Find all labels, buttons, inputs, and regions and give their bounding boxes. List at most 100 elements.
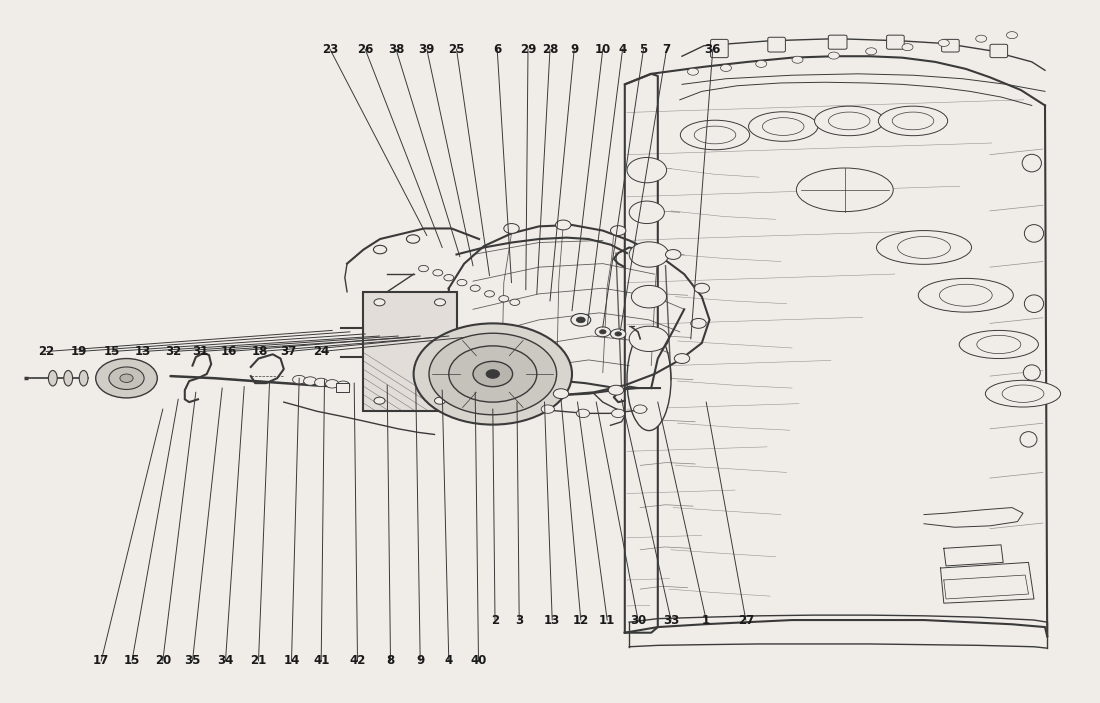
- Text: 25: 25: [449, 43, 464, 56]
- Circle shape: [499, 295, 508, 302]
- Ellipse shape: [79, 370, 88, 386]
- Circle shape: [674, 354, 690, 363]
- Ellipse shape: [1023, 365, 1041, 380]
- Text: 20: 20: [155, 654, 170, 667]
- Circle shape: [694, 283, 710, 293]
- Circle shape: [418, 265, 429, 271]
- Circle shape: [374, 397, 385, 404]
- Ellipse shape: [748, 112, 817, 141]
- Ellipse shape: [762, 117, 804, 136]
- Circle shape: [938, 39, 949, 46]
- Circle shape: [608, 385, 624, 395]
- Ellipse shape: [680, 120, 750, 150]
- Ellipse shape: [918, 278, 1013, 312]
- Circle shape: [792, 56, 803, 63]
- Circle shape: [610, 226, 626, 236]
- Circle shape: [500, 380, 516, 390]
- Text: 39: 39: [419, 43, 435, 56]
- Circle shape: [571, 314, 591, 326]
- Text: 5: 5: [639, 43, 648, 56]
- Text: 2: 2: [491, 614, 499, 626]
- Circle shape: [293, 375, 306, 384]
- Ellipse shape: [986, 380, 1060, 407]
- Circle shape: [473, 361, 513, 387]
- Ellipse shape: [877, 231, 971, 264]
- Circle shape: [337, 381, 350, 389]
- Circle shape: [407, 235, 420, 243]
- Text: 3: 3: [515, 614, 524, 626]
- Text: 38: 38: [388, 43, 404, 56]
- Circle shape: [610, 329, 626, 339]
- Bar: [363, 292, 456, 411]
- Circle shape: [631, 285, 667, 308]
- Text: 33: 33: [663, 614, 679, 626]
- Circle shape: [629, 326, 669, 352]
- FancyBboxPatch shape: [887, 35, 904, 49]
- Text: 8: 8: [386, 654, 395, 667]
- Circle shape: [688, 68, 698, 75]
- Circle shape: [541, 405, 554, 413]
- Text: 13: 13: [135, 345, 151, 358]
- Text: 41: 41: [314, 654, 329, 667]
- FancyBboxPatch shape: [711, 39, 728, 58]
- Circle shape: [595, 327, 610, 337]
- Circle shape: [471, 285, 481, 291]
- Circle shape: [600, 330, 606, 334]
- Circle shape: [326, 380, 339, 388]
- Ellipse shape: [878, 106, 947, 136]
- Text: 6: 6: [493, 43, 502, 56]
- Circle shape: [120, 374, 133, 382]
- Circle shape: [627, 157, 667, 183]
- Circle shape: [634, 405, 647, 413]
- Ellipse shape: [48, 370, 57, 386]
- Ellipse shape: [1002, 385, 1044, 402]
- Circle shape: [1006, 32, 1018, 39]
- FancyBboxPatch shape: [828, 35, 847, 49]
- Circle shape: [433, 269, 442, 276]
- Ellipse shape: [1024, 224, 1044, 242]
- Circle shape: [374, 299, 385, 306]
- Ellipse shape: [977, 335, 1021, 354]
- Text: 23: 23: [322, 43, 338, 56]
- Circle shape: [691, 318, 706, 328]
- Circle shape: [96, 359, 157, 398]
- Circle shape: [458, 279, 466, 285]
- Ellipse shape: [627, 329, 671, 430]
- Ellipse shape: [796, 168, 893, 212]
- Circle shape: [629, 201, 664, 224]
- Text: 4: 4: [618, 43, 627, 56]
- Circle shape: [304, 377, 317, 385]
- Circle shape: [576, 409, 590, 418]
- Text: 12: 12: [573, 614, 588, 626]
- Text: 30: 30: [630, 614, 646, 626]
- Ellipse shape: [828, 112, 870, 130]
- Text: 26: 26: [358, 43, 373, 56]
- Circle shape: [443, 274, 453, 280]
- Circle shape: [556, 220, 571, 230]
- Text: 11: 11: [600, 614, 615, 626]
- Circle shape: [414, 323, 572, 425]
- Circle shape: [612, 409, 625, 418]
- Text: 7: 7: [662, 43, 671, 56]
- Text: 40: 40: [471, 654, 486, 667]
- Circle shape: [629, 242, 669, 267]
- Text: 21: 21: [251, 654, 266, 667]
- Ellipse shape: [814, 106, 884, 136]
- Text: 27: 27: [738, 614, 754, 626]
- FancyBboxPatch shape: [942, 39, 959, 52]
- Text: 1: 1: [702, 614, 711, 626]
- Circle shape: [902, 44, 913, 51]
- Circle shape: [576, 317, 585, 323]
- Circle shape: [976, 35, 987, 42]
- Text: 28: 28: [542, 43, 558, 56]
- Circle shape: [756, 60, 767, 67]
- Text: 36: 36: [705, 43, 720, 56]
- Ellipse shape: [1020, 432, 1037, 447]
- Text: 10: 10: [595, 43, 610, 56]
- Ellipse shape: [694, 126, 736, 144]
- Circle shape: [484, 291, 495, 297]
- Bar: [336, 383, 349, 392]
- Text: 42: 42: [350, 654, 365, 667]
- Circle shape: [828, 52, 839, 59]
- Ellipse shape: [959, 330, 1038, 359]
